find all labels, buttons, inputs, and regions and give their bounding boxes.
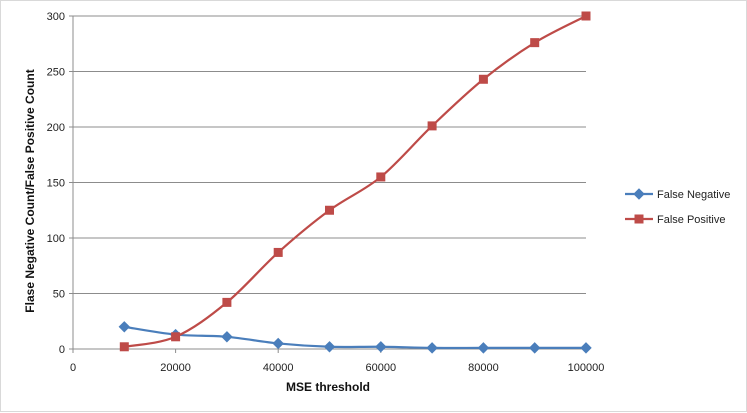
y-tick-label: 100 (47, 233, 65, 245)
x-tick-labels: 0 20000 40000 60000 80000 100000 (70, 362, 604, 374)
false-negative-point (118, 321, 131, 333)
y-axis-title: Flase Negative Count/False Positive Coun… (23, 69, 37, 312)
legend-marker-false-negative (633, 188, 645, 200)
false-negative-point (323, 341, 336, 353)
false-positive-point (427, 121, 437, 131)
false-negative-point (426, 342, 438, 354)
false-positive-point (119, 342, 129, 352)
false-negative-point (580, 342, 592, 354)
y-tick-label: 300 (47, 11, 65, 23)
false-negative-point (528, 342, 541, 354)
x-tick-label: 60000 (366, 362, 397, 374)
x-tick-label: 0 (70, 362, 76, 374)
false-negative-point (272, 337, 284, 350)
false-positive-point (376, 172, 386, 182)
false-positive-point (171, 332, 181, 342)
false-positive-point (478, 74, 488, 84)
false-negative-point (375, 341, 387, 353)
axes (69, 15, 587, 353)
false-positive-point (530, 38, 540, 48)
y-tick-labels: 0 50 100 150 200 250 300 (47, 11, 65, 356)
series-group (118, 11, 592, 354)
legend: False Negative False Positive (625, 188, 730, 226)
y-tick-label: 0 (59, 344, 65, 356)
false-positive-point (273, 247, 283, 257)
gridlines (73, 15, 586, 294)
false-positive-point (581, 11, 591, 21)
legend-label-false-negative: False Negative (657, 189, 730, 201)
y-tick-label: 200 (47, 122, 65, 134)
legend-marker-false-positive (634, 214, 644, 224)
y-tick-label: 250 (47, 67, 65, 79)
x-tick-label: 40000 (263, 362, 294, 374)
false-positive-line (124, 15, 587, 348)
legend-label-false-positive: False Positive (657, 214, 725, 226)
x-axis-title: MSE threshold (286, 380, 370, 394)
false-positive-point (325, 205, 334, 215)
y-tick-label: 50 (53, 289, 65, 301)
false-negative-line (124, 325, 586, 350)
false-negative-point (221, 331, 233, 343)
false-negative-point (477, 342, 490, 354)
x-tick-label: 20000 (160, 362, 191, 374)
x-tick-label: 100000 (568, 362, 605, 374)
false-positive-point (222, 297, 232, 307)
y-tick-label: 150 (47, 178, 65, 190)
x-tick-label: 80000 (468, 362, 499, 374)
